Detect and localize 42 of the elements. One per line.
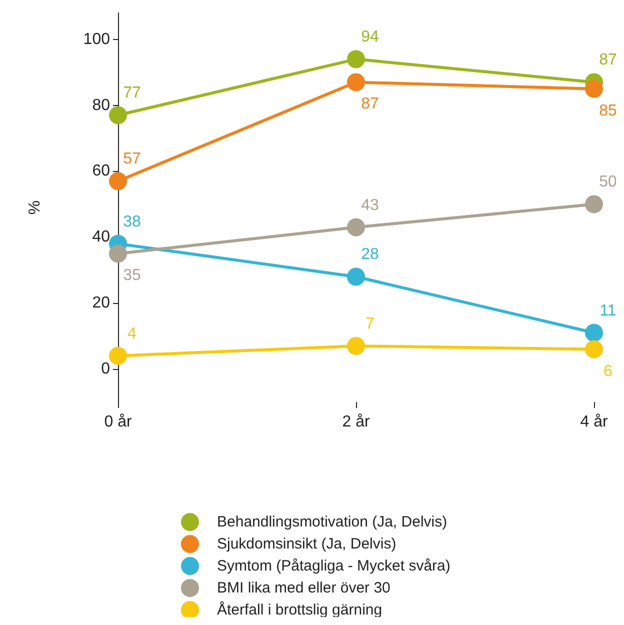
y-axis-title: %	[26, 200, 44, 215]
point	[347, 218, 365, 236]
point	[585, 324, 603, 342]
x-tick-label: 2 år	[342, 414, 370, 430]
y-tick-label: 60	[92, 162, 110, 180]
point	[347, 268, 365, 286]
point	[109, 106, 127, 124]
point	[109, 346, 127, 365]
point	[585, 80, 603, 98]
y-tick-label: 100	[83, 30, 110, 48]
y-tick-label: 40	[92, 228, 110, 246]
data-label: 35	[123, 267, 141, 284]
data-label: 7	[366, 315, 375, 332]
legend-label: Behandlingsmotivation (Ja, Delvis)	[217, 514, 448, 530]
data-label: 57	[123, 150, 141, 168]
data-label: 6	[604, 362, 613, 380]
y-tick-label: 80	[92, 96, 110, 114]
point	[585, 195, 603, 214]
x-tick-label: 0 år	[104, 414, 132, 430]
point	[347, 50, 365, 68]
y-tick-label: 20	[92, 294, 110, 312]
x-tick-label: 4 år	[580, 414, 608, 430]
legend-label: Symtom (Påtagliga - Mycket svåra)	[217, 558, 450, 574]
point	[109, 172, 127, 190]
data-label: 4	[128, 325, 137, 342]
data-label: 87	[599, 52, 617, 69]
data-label: 85	[599, 102, 617, 120]
point	[347, 73, 365, 92]
legend-label: Sjukdomsinsikt (Ja, Delvis)	[217, 536, 396, 552]
data-label: 50	[599, 174, 617, 191]
data-label: 94	[361, 28, 379, 46]
data-label: 38	[123, 213, 141, 230]
point	[109, 244, 127, 263]
data-label: 28	[361, 246, 379, 264]
data-label: 87	[361, 96, 379, 113]
point	[347, 336, 365, 355]
point	[585, 340, 603, 358]
y-tick-label: 0	[101, 360, 110, 378]
data-label: 43	[361, 196, 379, 214]
data-label: 11	[600, 302, 616, 320]
legend-label: BMI lika med eller över 30	[217, 580, 390, 596]
data-label: 77	[123, 84, 141, 102]
